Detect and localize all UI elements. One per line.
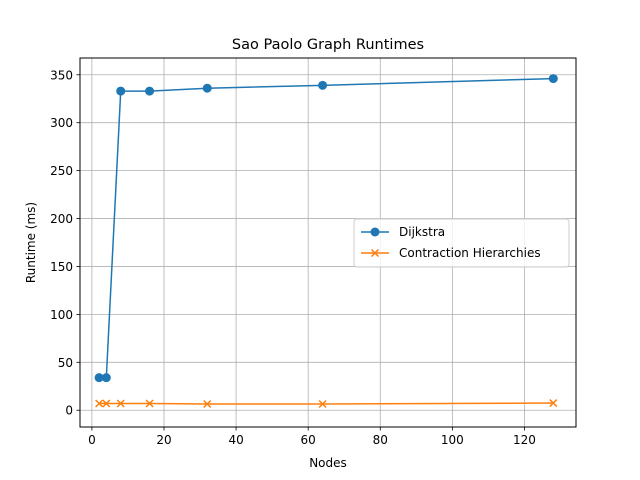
- data-point-contraction-hierarchies: [95, 399, 104, 408]
- data-point-contraction-hierarchies: [116, 399, 125, 408]
- y-axis-title: Runtime (ms): [24, 202, 38, 283]
- y-tick-label: 300: [50, 116, 73, 130]
- data-point-dijkstra: [145, 86, 155, 96]
- plot-series: [94, 74, 558, 409]
- y-tick-label: 200: [50, 212, 73, 226]
- data-point-contraction-hierarchies: [102, 399, 111, 408]
- axis-ticks: 0 20 40 60 80 100 120 0 50 100 150 200 250 300 350: [50, 68, 536, 447]
- data-point-contraction-hierarchies: [203, 399, 212, 409]
- data-point-dijkstra: [101, 373, 111, 383]
- plot-frame: [79, 57, 577, 428]
- data-point-dijkstra: [202, 83, 212, 93]
- legend-label-contraction-hierarchies: Contraction Hierarchies: [399, 246, 541, 260]
- data-point-dijkstra: [548, 74, 558, 84]
- y-tick-label: 0: [65, 404, 73, 418]
- data-point-contraction-hierarchies: [145, 399, 154, 408]
- chart-title: Sao Paolo Graph Runtimes: [232, 37, 424, 53]
- legend: Dijkstra Contraction Hierarchies: [353, 218, 570, 268]
- legend-marker-contraction-hierarchies: [370, 248, 380, 258]
- data-point-contraction-hierarchies: [549, 399, 558, 408]
- legend-box: [353, 218, 570, 268]
- y-tick-label: 150: [50, 260, 73, 274]
- x-tick-label: 20: [156, 433, 171, 447]
- x-axis-title: Nodes: [309, 456, 347, 470]
- data-point-contraction-hierarchies: [318, 399, 327, 409]
- x-tick-label: 120: [513, 433, 536, 447]
- legend-marker-dijkstra: [370, 227, 380, 237]
- y-tick-label: 350: [50, 68, 73, 82]
- y-tick-label: 50: [58, 356, 73, 370]
- data-point-dijkstra: [94, 373, 104, 383]
- x-tick-label: 40: [228, 433, 243, 447]
- y-tick-label: 100: [50, 308, 73, 322]
- x-tick-label: 80: [373, 433, 388, 447]
- x-tick-label: 60: [301, 433, 316, 447]
- data-point-dijkstra: [116, 86, 126, 96]
- y-tick-label: 250: [50, 164, 73, 178]
- x-tick-label: 0: [88, 433, 96, 447]
- legend-label-dijkstra: Dijkstra: [399, 225, 445, 239]
- x-tick-label: 100: [441, 433, 464, 447]
- data-point-dijkstra: [318, 80, 328, 90]
